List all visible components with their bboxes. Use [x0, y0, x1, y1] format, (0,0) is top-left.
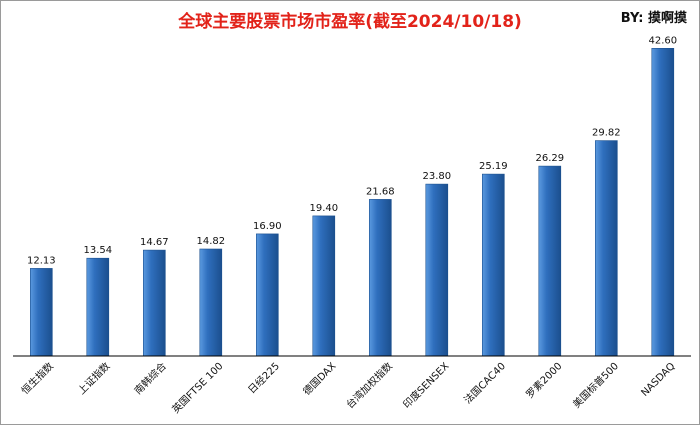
category-label-7: 印度SENSEX	[400, 359, 451, 410]
chart-title: 全球主要股票市场市盈率(截至2024/10/18)	[178, 12, 522, 32]
bar-3	[199, 248, 223, 357]
value-label-0: 12.13	[27, 255, 56, 266]
bar-4	[256, 233, 279, 357]
category-label-1: 上证指数	[75, 359, 112, 396]
category-label-2: 南韩综合	[131, 359, 168, 396]
category-label-11: NASDAQ	[639, 361, 677, 399]
value-label-2: 14.67	[140, 237, 169, 248]
bar-6	[368, 199, 392, 357]
value-label-8: 25.19	[479, 161, 508, 172]
value-label-7: 23.80	[422, 171, 451, 182]
value-labels-layer: 12.13 13.54 14.67 14.82 16.90 19.40 21.68 23.80…	[27, 35, 677, 266]
bar-8	[481, 173, 505, 357]
bar-1	[86, 257, 110, 357]
category-label-10: 美国标普500	[570, 359, 621, 410]
category-label-4: 日经225	[245, 359, 282, 396]
value-label-4: 16.90	[253, 221, 282, 232]
bar-7	[425, 183, 449, 357]
category-label-5: 德国DAX	[300, 359, 338, 397]
category-labels-layer: 恒生指数 上证指数 南韩综合 英国FTSE 100 日经225 德国DAX 台湾加权指数 印度…	[18, 359, 677, 415]
category-label-3: 英国FTSE 100	[169, 359, 225, 415]
category-label-8: 法国CAC40	[461, 359, 508, 406]
value-label-5: 19.40	[309, 203, 338, 214]
bar-2	[143, 249, 166, 357]
bars-layer	[29, 47, 675, 357]
author-credit: BY: 摸啊摸	[620, 11, 687, 26]
value-label-10: 29.82	[592, 128, 621, 139]
value-label-11: 42.60	[648, 35, 677, 46]
bar-10	[594, 140, 618, 357]
value-label-1: 13.54	[83, 245, 112, 256]
bar-5	[312, 215, 336, 357]
category-label-9: 罗素2000	[523, 359, 564, 400]
value-label-3: 14.82	[196, 236, 225, 247]
bar-0	[29, 268, 53, 357]
category-label-0: 恒生指数	[18, 359, 55, 396]
bar-11	[651, 47, 675, 357]
value-label-6: 21.68	[366, 186, 395, 197]
value-label-9: 26.29	[535, 153, 564, 164]
category-label-6: 台湾加权指数	[343, 359, 395, 411]
bar-9	[538, 165, 562, 357]
